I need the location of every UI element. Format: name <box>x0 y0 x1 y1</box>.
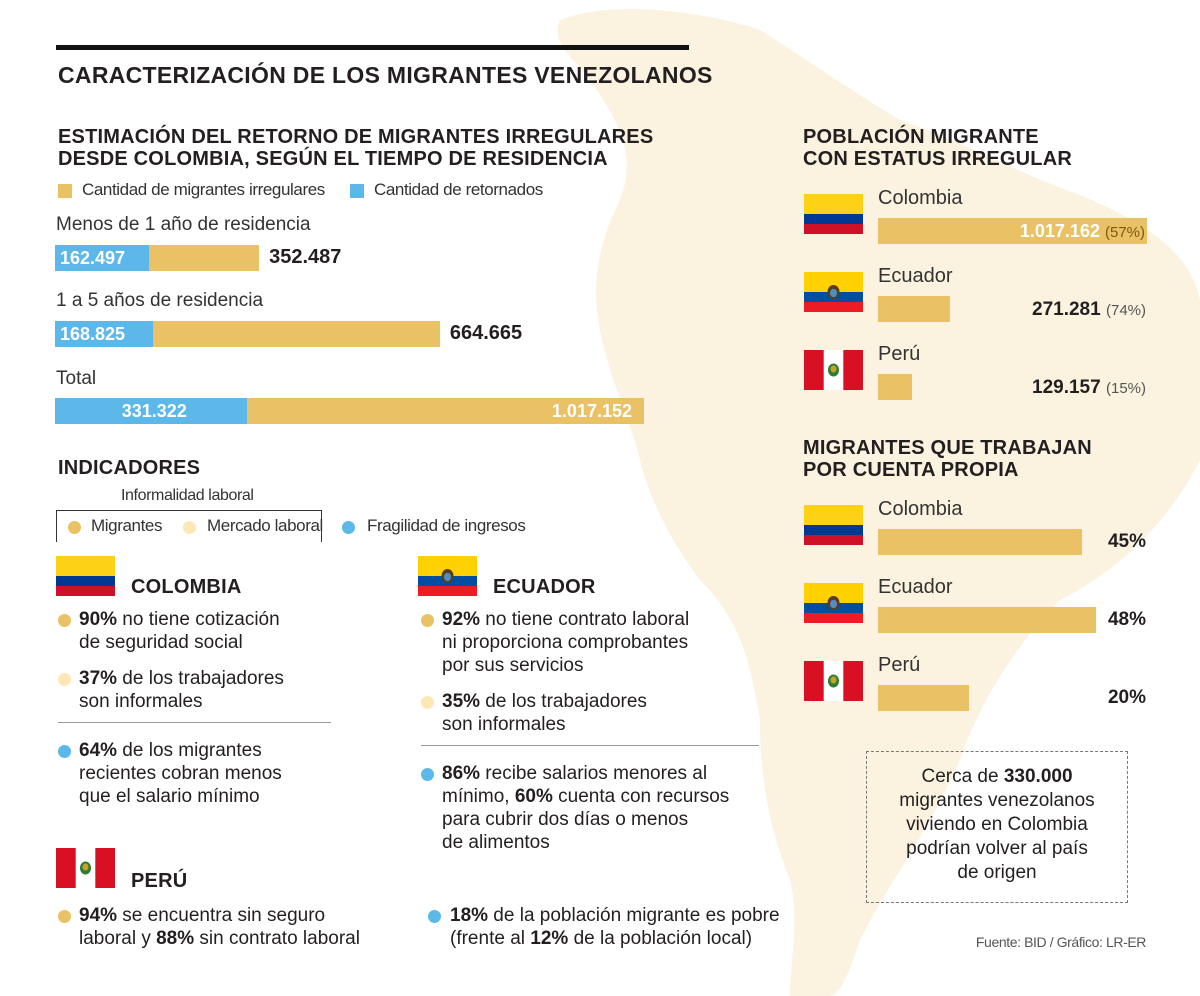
callout-box: Cerca de 330.000 migrantes venezolanos v… <box>866 751 1128 903</box>
country-label: Colombia <box>878 498 963 520</box>
return-group-label: Total <box>56 368 97 389</box>
legend-market-label: Mercado laboral <box>207 516 323 535</box>
self-employed-bar <box>878 685 969 711</box>
country-label: Perú <box>878 343 921 365</box>
return-group-label: Menos de 1 año de residencia <box>56 214 311 235</box>
legend-returned-label: Cantidad de retornados <box>374 180 543 199</box>
ecuador-item2-dot <box>421 696 434 709</box>
legend-market-dot <box>183 521 196 534</box>
self-employed-value: 45% <box>1107 531 1146 552</box>
return-chart-title-line2: DESDE COLOMBIA, SEGÚN EL TIEMPO DE RESID… <box>58 148 608 170</box>
self-employed-value: 48% <box>1107 609 1146 630</box>
ecuador-item3-dot <box>421 768 434 781</box>
irregular-status-value: 129.157 (15%) <box>1032 375 1146 402</box>
returned-bar: 162.497 <box>55 245 150 271</box>
irregular-status-percent: (15%) <box>1105 380 1146 397</box>
callout-line3: viviendo en Colombia <box>906 814 1088 835</box>
country-label: Ecuador <box>878 265 953 287</box>
country-label: Perú <box>878 654 921 676</box>
peru-heading: PERÚ <box>131 870 188 892</box>
peru-item1: 94% se encuentra sin seguro laboral y 88… <box>79 905 360 949</box>
country-label: Colombia <box>878 187 963 209</box>
ecuador-item2: 35% de los trabajadores son informales <box>442 691 647 735</box>
callout-number: 330.000 <box>1003 766 1073 787</box>
peru-flag-icon <box>56 848 115 888</box>
legend-migrants-dot <box>68 521 81 534</box>
colombia-item3: 64% de los migrantes recientes cobran me… <box>79 740 282 807</box>
self-employed-bar <box>878 607 1096 633</box>
colombia-divider <box>58 722 331 723</box>
legend-migrants-label: Migrantes <box>91 516 163 535</box>
colombia-item1: 90% no tiene cotización de seguridad soc… <box>79 609 280 653</box>
colombia-heading: COLOMBIA <box>131 576 242 598</box>
informality-bracket-label: Informalidad laboral <box>121 487 254 504</box>
return-chart-title-line1: ESTIMACIÓN DEL RETORNO DE MIGRANTES IRRE… <box>58 126 654 148</box>
callout-line1a: Cerca de <box>921 766 1004 787</box>
page-title: CARACTERIZACIÓN DE LOS MIGRANTES VENEZOL… <box>58 62 713 88</box>
legend-returned-swatch <box>350 184 364 198</box>
irregular-status-value: 1.017.162 (57%) <box>878 218 1147 246</box>
irregular-status-bar <box>878 218 1147 244</box>
colombia-flag-icon <box>804 194 863 239</box>
self-employed-value: 20% <box>1107 687 1146 708</box>
irregular-status-number: 1.017.162 <box>1019 221 1100 241</box>
irregular-status-bar <box>878 374 913 400</box>
returned-bar: 168.825 <box>55 321 153 347</box>
irregular-status-percent: (57%) <box>1104 224 1145 241</box>
colombia-flag-icon <box>804 505 863 550</box>
irregular-value-label: 1.017.152 <box>551 401 632 421</box>
ecuador-heading: ECUADOR <box>493 576 596 598</box>
irregular-status-number: 129.157 <box>1032 377 1101 398</box>
callout-line5: de origen <box>957 862 1037 883</box>
ecuador-flag-icon <box>804 583 863 628</box>
peru-item3-dot <box>428 910 441 923</box>
legend-fragility-dot <box>342 521 355 534</box>
irregular-value-label: 352.487 <box>269 246 342 268</box>
ecuador-flag-icon <box>418 556 477 596</box>
legend-irregular-label: Cantidad de migrantes irregulares <box>82 180 325 199</box>
callout-line2: migrantes venezolanos <box>899 790 1095 811</box>
irregular-status-bar <box>878 296 950 322</box>
informality-bracket <box>56 510 322 542</box>
colombia-flag-icon <box>56 556 115 596</box>
ecuador-item1-dot <box>421 614 434 627</box>
self-employed-bar <box>878 529 1083 555</box>
callout-line4: podrían volver al país <box>906 838 1088 859</box>
colombia-item2-dot <box>58 673 71 686</box>
irregular-value-label: 664.665 <box>449 322 523 344</box>
ecuador-item3: 86% recibe salarios menores al mínimo, 6… <box>442 763 730 853</box>
peru-flag-icon <box>804 350 863 395</box>
legend-fragility-label: Fragilidad de ingresos <box>367 516 526 535</box>
peru-item3: 18% de la población migrante es pobre (f… <box>450 905 780 949</box>
colombia-item1-dot <box>58 614 71 627</box>
source-credit: Fuente: BID / Gráfico: LR-ER <box>975 934 1146 950</box>
self-employed-title-line1: MIGRANTES QUE TRABAJAN <box>803 437 1092 459</box>
colombia-item3-dot <box>58 745 71 758</box>
peru-item1-dot <box>58 910 71 923</box>
irregular-status-value: 271.281 (74%) <box>1032 297 1146 324</box>
irregular-status-percent: (74%) <box>1105 302 1146 319</box>
irregular-status-title-line1: POBLACIÓN MIGRANTE <box>803 126 1039 148</box>
returned-bar: 331.322 <box>55 398 247 424</box>
return-group-label: 1 a 5 años de residencia <box>56 290 264 311</box>
top-rule <box>56 45 689 50</box>
colombia-item2: 37% de los trabajadores son informales <box>79 668 284 712</box>
irregular-status-title-line2: CON ESTATUS IRREGULAR <box>803 148 1073 170</box>
legend-irregular-swatch <box>58 184 72 198</box>
irregular-status-number: 271.281 <box>1032 299 1101 320</box>
ecuador-flag-icon <box>804 272 863 317</box>
peru-flag-icon <box>804 661 863 706</box>
self-employed-title-line2: POR CUENTA PROPIA <box>803 459 1019 481</box>
country-label: Ecuador <box>878 576 953 598</box>
ecuador-item1: 92% no tiene contrato laboral ni proporc… <box>442 609 690 676</box>
ecuador-divider <box>421 745 759 746</box>
indicators-title: INDICADORES <box>58 457 201 479</box>
